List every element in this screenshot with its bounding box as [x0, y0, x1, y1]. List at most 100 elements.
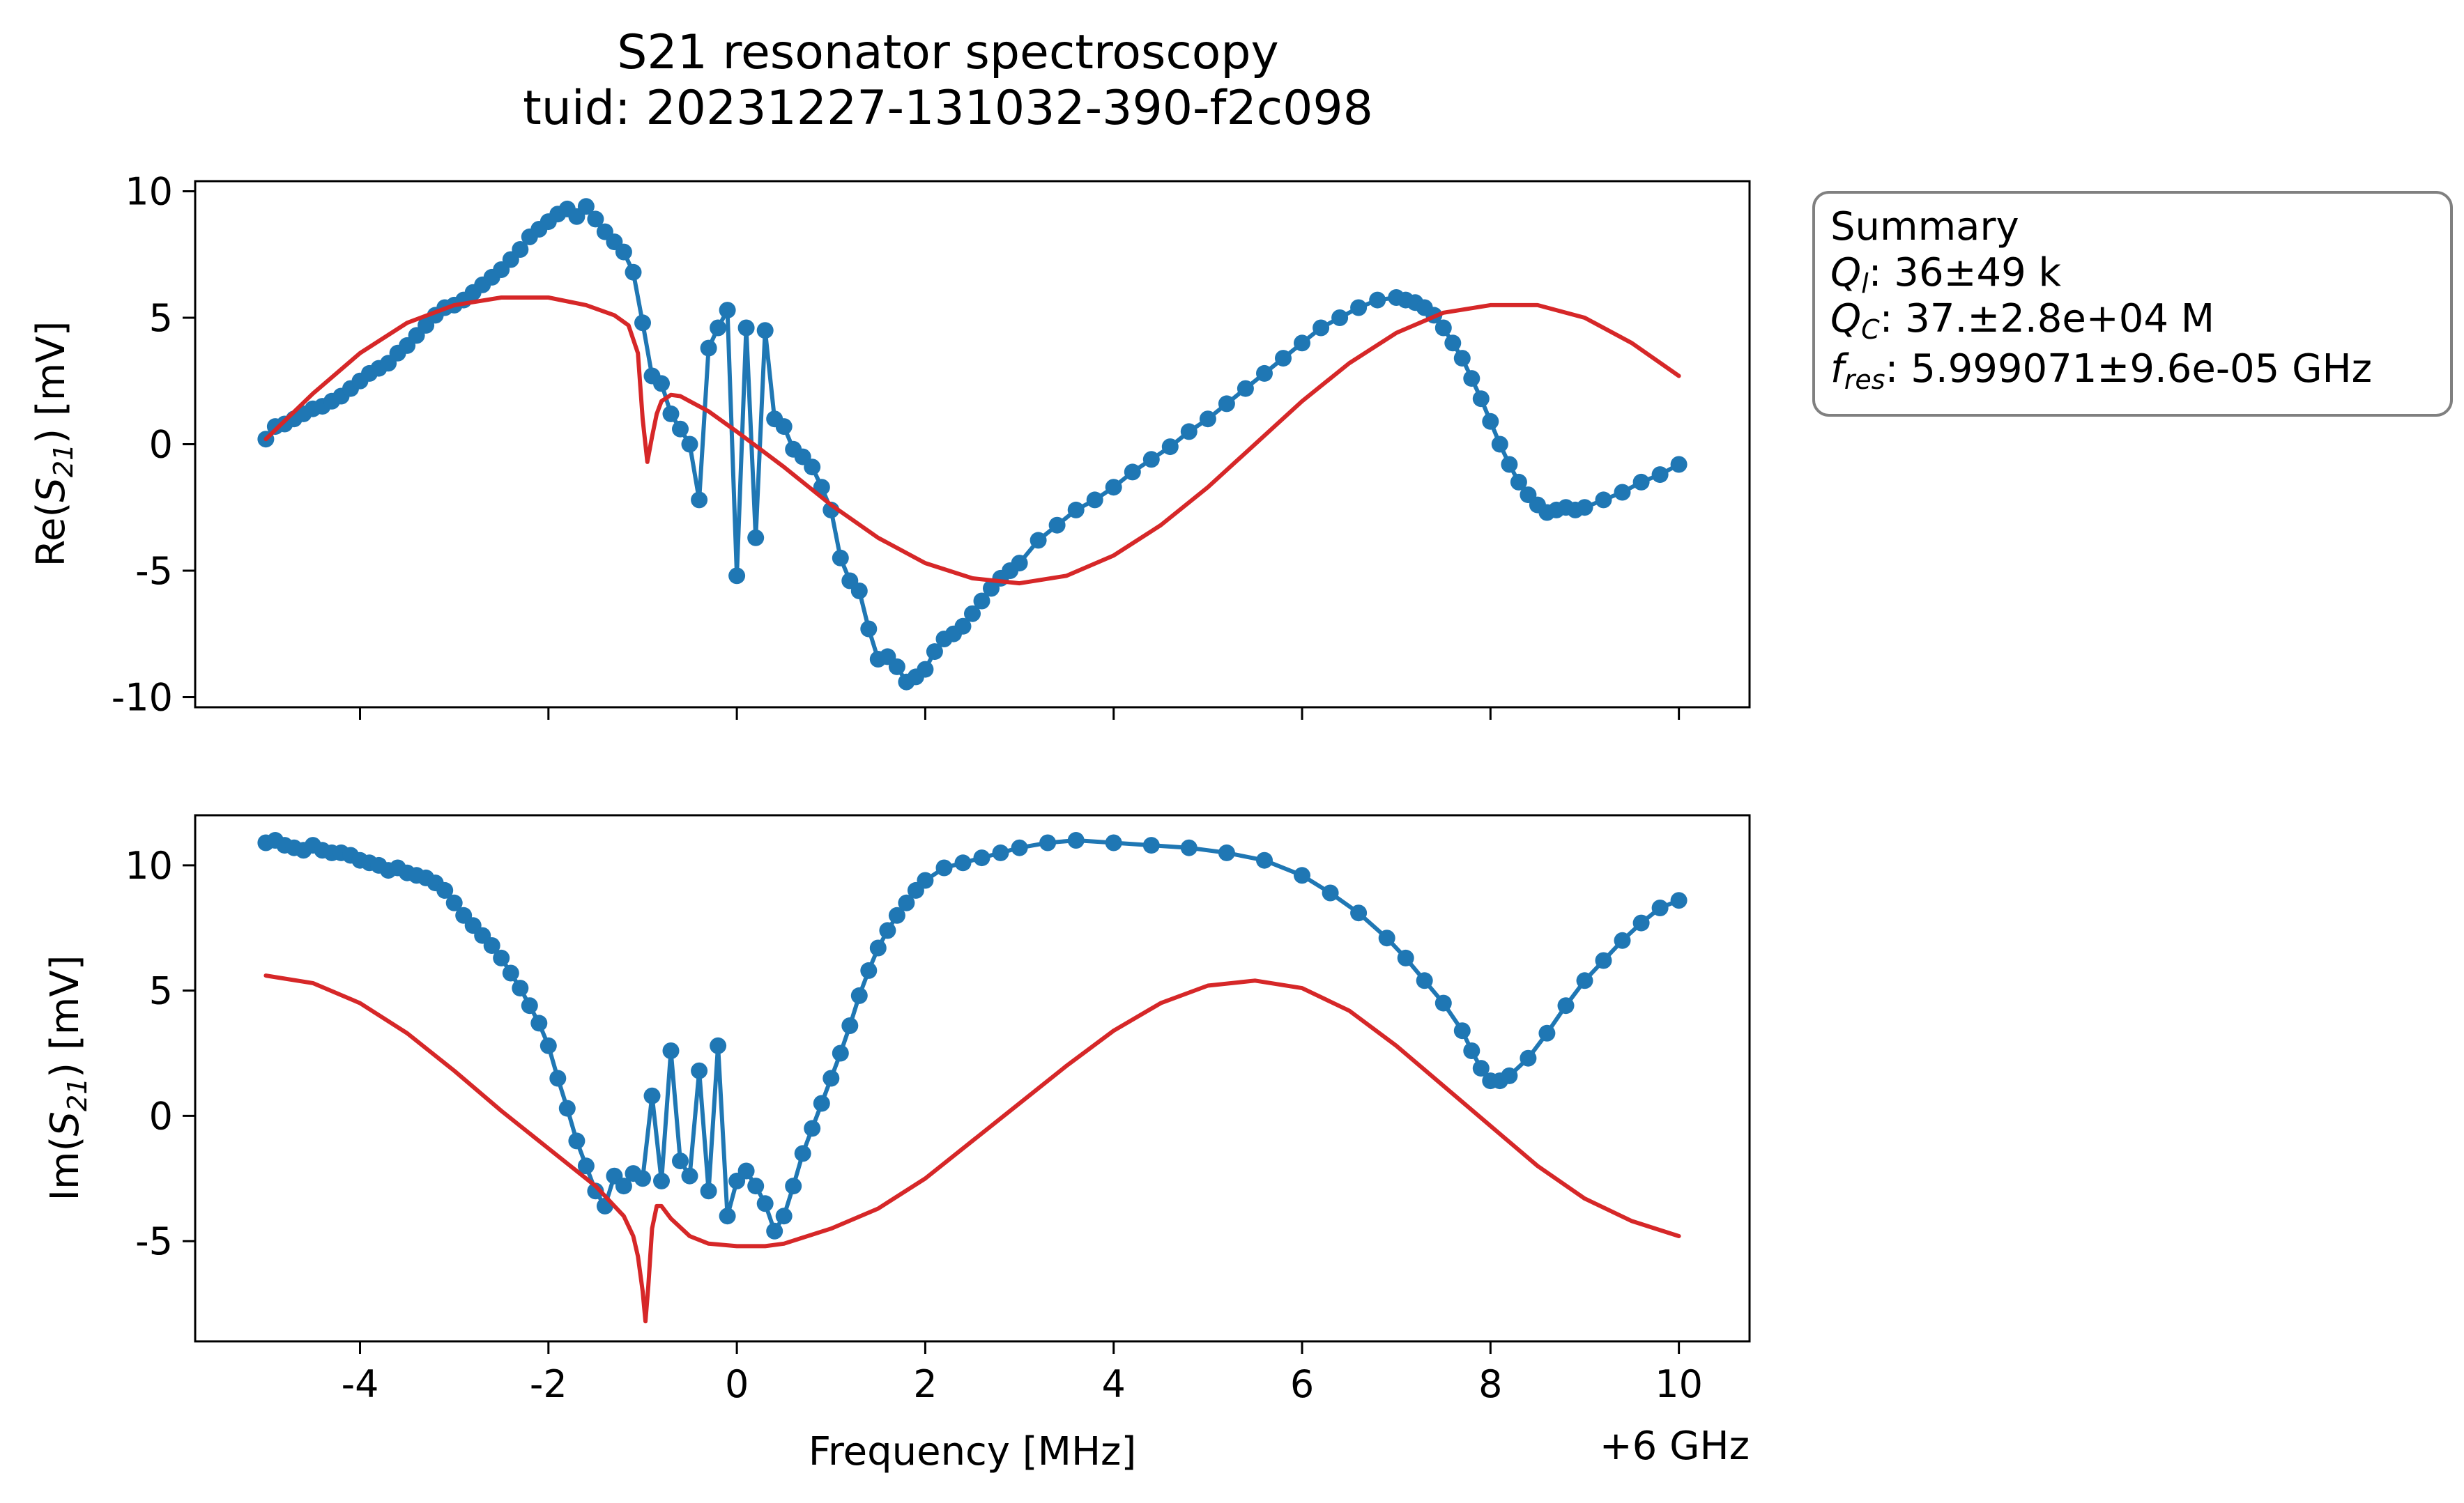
- im-s21-data-point: [691, 1062, 708, 1079]
- re-s21-data-point: [1453, 350, 1471, 367]
- im-s21-data-point: [502, 964, 519, 982]
- x-axis-offset-label: +6 GHz: [1600, 1424, 1750, 1469]
- im-s21-data-point: [1632, 914, 1650, 932]
- im-s21-data-point: [577, 1157, 595, 1175]
- im-s21-data-point: [719, 1208, 736, 1225]
- re-s21-data-point: [1237, 380, 1254, 397]
- re-s21-data-point: [1294, 334, 1310, 352]
- re-s21-data-point: [747, 529, 765, 546]
- im-s21-x-tick-label: 4: [1102, 1362, 1126, 1406]
- re-s21-axes-frame: [194, 180, 1751, 709]
- summary-box-frame: [1812, 191, 2453, 417]
- re-s21-data-point: [700, 339, 717, 357]
- im-s21-data-point: [813, 1095, 830, 1112]
- im-s21-y-tick-label: -5: [135, 1219, 173, 1263]
- im-s21-data-point: [756, 1195, 774, 1212]
- re-s21-data-point: [672, 420, 689, 438]
- im-s21-data-point: [549, 1070, 567, 1087]
- im-s21-data-point: [1180, 839, 1197, 856]
- im-s21-data-point: [1142, 837, 1160, 854]
- re-s21-y-tick-label: 0: [149, 423, 173, 467]
- re-s21-data-point: [1670, 456, 1688, 473]
- re-s21-data-point: [1501, 456, 1518, 473]
- im-s21-data-point: [1416, 972, 1433, 989]
- im-s21-data-point: [1472, 1060, 1490, 1077]
- re-s21-data-point: [1161, 438, 1179, 456]
- re-s21-data-point: [1030, 532, 1047, 549]
- re-s21-data-point: [1482, 413, 1499, 430]
- re-s21-data-point: [1463, 370, 1480, 387]
- im-s21-data-point: [785, 1178, 802, 1195]
- im-s21-data-point: [436, 881, 454, 899]
- im-s21-fit-line: [263, 973, 1681, 1324]
- im-s21-data-point: [1651, 900, 1669, 916]
- im-s21-data-point: [1576, 972, 1593, 989]
- im-s21-data-point: [1463, 1042, 1480, 1059]
- im-s21-data-point: [643, 1087, 661, 1104]
- re-s21-data-point: [1434, 319, 1452, 337]
- re-s21-data-point: [1595, 491, 1612, 509]
- re-s21-data-point: [653, 375, 670, 392]
- im-s21-data-point: [992, 844, 1009, 861]
- re-s21-data-point: [512, 241, 529, 258]
- im-s21-y-tick-label: 10: [125, 844, 173, 888]
- im-s21-data-point: [841, 1017, 859, 1034]
- im-s21-x-ticks: -4 -2 0 2 4 6 8 10: [342, 1341, 1703, 1406]
- re-s21-data-layer: [257, 198, 1688, 691]
- re-s21-data-point: [737, 319, 755, 337]
- im-s21-data-point: [917, 872, 934, 889]
- im-s21-data-point: [662, 1042, 680, 1059]
- im-s21-data-layer: [257, 832, 1688, 1324]
- im-s21-data-point: [898, 894, 915, 911]
- re-s21-data-point: [1011, 555, 1028, 572]
- im-s21-data-point: [737, 1162, 755, 1180]
- re-s21-data-point: [973, 592, 990, 610]
- re-s21-data-point: [1350, 299, 1368, 316]
- re-s21-data-point: [1369, 291, 1386, 309]
- im-s21-data-point: [747, 1178, 765, 1195]
- im-s21-data-point: [1011, 839, 1028, 856]
- im-s21-x-tick-label: -2: [530, 1362, 567, 1406]
- re-s21-data-point: [1444, 334, 1462, 352]
- im-s21-data-point: [445, 894, 463, 911]
- re-s21-y-tick-label: 5: [149, 296, 173, 340]
- re-s21-data-point: [728, 567, 746, 585]
- im-s21-data-point: [775, 1208, 793, 1225]
- summary-ql: Ql: 36±49 k: [1830, 250, 2062, 299]
- im-s21-data-point: [869, 939, 887, 957]
- im-s21-x-tick-label: 8: [1478, 1362, 1502, 1406]
- re-s21-data-point: [1048, 516, 1066, 534]
- im-s21-axes-frame: [194, 814, 1751, 1343]
- re-s21-data-point: [1256, 364, 1273, 382]
- im-s21-data-point: [672, 1153, 689, 1170]
- im-s21-data-point: [1453, 1022, 1471, 1040]
- im-s21-data-point: [512, 980, 529, 997]
- re-s21-data-point: [1651, 466, 1669, 484]
- re-s21-data-point: [888, 658, 905, 675]
- im-s21-data-point: [700, 1182, 717, 1200]
- re-s21-data-point: [832, 549, 849, 566]
- im-s21-data-point: [1256, 851, 1273, 869]
- im-s21-y-tick-label: 0: [149, 1094, 173, 1138]
- im-s21-y-axis-label: Im(S21) [mV]: [43, 955, 93, 1201]
- im-s21-data-point: [1350, 904, 1368, 922]
- im-s21-data-point: [540, 1037, 557, 1054]
- im-s21-data-point: [1501, 1067, 1518, 1084]
- im-s21-data-point: [653, 1172, 670, 1189]
- im-s21-panel: -4 -2 0 2 4 6 8 10 10 5 0 -5 Im(S21) [mV]: [43, 814, 1751, 1406]
- im-s21-data-point: [935, 859, 953, 877]
- re-s21-data-point: [1105, 479, 1122, 496]
- im-s21-data-point: [1067, 832, 1085, 849]
- re-s21-data-point: [1275, 350, 1292, 367]
- re-s21-data-point: [1331, 309, 1349, 326]
- im-s21-data-point: [558, 1100, 576, 1117]
- im-s21-data-point: [1105, 834, 1122, 851]
- im-s21-x-tick-label: -4: [342, 1362, 379, 1406]
- im-s21-y-ticks: 10 5 0 -5: [125, 844, 195, 1263]
- im-s21-data-point: [850, 987, 868, 1004]
- re-s21-data-point: [1218, 395, 1235, 413]
- im-s21-data-point: [879, 922, 896, 939]
- im-s21-data-point: [1557, 997, 1575, 1015]
- re-s21-y-axis-label: Re(S21) [mV]: [29, 321, 79, 567]
